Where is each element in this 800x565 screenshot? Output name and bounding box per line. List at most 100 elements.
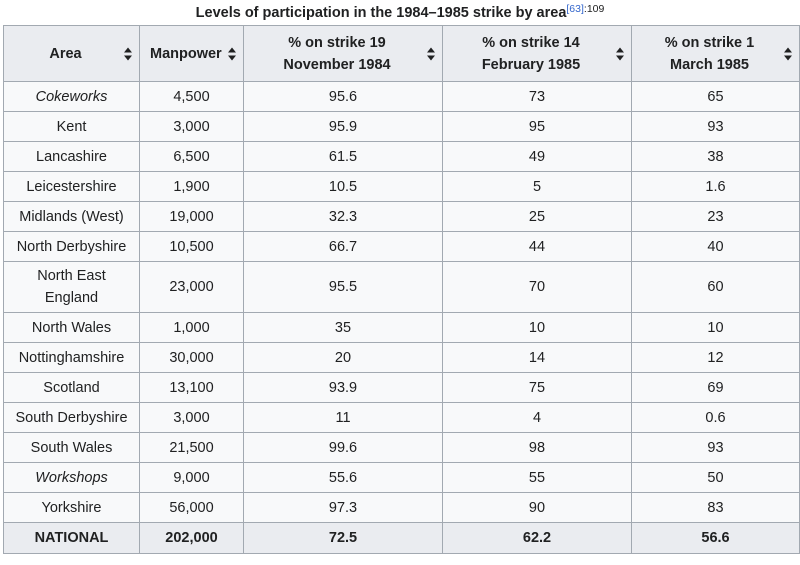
sort-up-down-icon[interactable] [616, 47, 624, 60]
citation-page: :109 [583, 3, 605, 15]
total-manpower-cell: 202,000 [139, 522, 244, 554]
nov84-cell: 97.3 [243, 492, 443, 523]
mar85-cell: 10 [631, 312, 800, 343]
area-cell: Cokeworks [3, 81, 140, 112]
area-cell: Leicestershire [3, 171, 140, 202]
mar85-cell: 23 [631, 201, 800, 232]
table-row: Cokeworks 4,500 95.6 73 65 [3, 81, 800, 112]
manpower-cell: 3,000 [139, 111, 244, 142]
mar85-cell: 93 [631, 432, 800, 463]
column-header[interactable]: Manpower [139, 25, 244, 82]
column-header-label: Manpower [150, 45, 222, 62]
table-row: Midlands (West) 19,000 32.3 25 23 [3, 201, 800, 232]
caption-reference: [63]:109 [566, 3, 604, 15]
nov84-cell: 95.9 [243, 111, 443, 142]
mar85-cell: 65 [631, 81, 800, 112]
area-cell: Yorkshire [3, 492, 140, 523]
column-header-label: % on strike 1 [664, 34, 755, 51]
manpower-cell: 23,000 [139, 261, 244, 313]
feb85-cell: 70 [442, 261, 632, 313]
column-header[interactable]: % on strike 19 November 1984 [243, 25, 443, 82]
total-mar85-cell: 56.6 [631, 522, 800, 554]
column-header[interactable]: Area [3, 25, 140, 82]
area-cell: Kent [3, 111, 140, 142]
citation-link[interactable]: [63] [566, 3, 584, 15]
mar85-cell: 50 [631, 462, 800, 493]
table-row: Yorkshire 56,000 97.3 90 83 [3, 492, 800, 523]
column-header-label: November 1984 [283, 56, 391, 73]
column-header[interactable]: % on strike 1 March 1985 [631, 25, 800, 82]
mar85-cell: 38 [631, 141, 800, 172]
mar85-cell: 83 [631, 492, 800, 523]
area-cell: North Wales [3, 312, 140, 343]
feb85-cell: 10 [442, 312, 632, 343]
manpower-cell: 6,500 [139, 141, 244, 172]
area-cell-line: North East [37, 268, 106, 284]
sort-up-down-icon[interactable] [124, 47, 132, 60]
area-cell: South Wales [3, 432, 140, 463]
feb85-cell: 49 [442, 141, 632, 172]
feb85-cell: 98 [442, 432, 632, 463]
manpower-cell: 30,000 [139, 342, 244, 373]
header-row: Area Manpower % on strike 19 November 1984%… [3, 25, 800, 82]
total-feb85-cell: 62.2 [442, 522, 632, 554]
manpower-cell: 4,500 [139, 81, 244, 112]
manpower-cell: 1,900 [139, 171, 244, 202]
feb85-cell: 14 [442, 342, 632, 373]
column-header-label: Area [49, 45, 82, 62]
total-area-cell: NATIONAL [3, 522, 140, 554]
table-row: South Derbyshire 3,000 11 4 0.6 [3, 402, 800, 433]
area-cell-line: England [44, 290, 99, 306]
mar85-cell: 12 [631, 342, 800, 373]
column-header[interactable]: % on strike 14 February 1985 [442, 25, 632, 82]
nov84-cell: 99.6 [243, 432, 443, 463]
nov84-cell: 95.5 [243, 261, 443, 313]
sort-up-down-icon[interactable] [228, 47, 236, 60]
nov84-cell: 95.6 [243, 81, 443, 112]
column-header-label: March 1985 [670, 56, 749, 73]
feb85-cell: 90 [442, 492, 632, 523]
nov84-cell: 10.5 [243, 171, 443, 202]
manpower-cell: 56,000 [139, 492, 244, 523]
nov84-cell: 35 [243, 312, 443, 343]
table-row: Lancashire 6,500 61.5 49 38 [3, 141, 800, 172]
mar85-cell: 40 [631, 231, 800, 262]
table-row: Nottinghamshire 30,000 20 14 12 [3, 342, 800, 373]
table-row: Workshops 9,000 55.6 55 50 [3, 462, 800, 493]
mar85-cell: 1.6 [631, 171, 800, 202]
nov84-cell: 32.3 [243, 201, 443, 232]
area-cell: South Derbyshire [3, 402, 140, 433]
nov84-cell: 61.5 [243, 141, 443, 172]
manpower-cell: 9,000 [139, 462, 244, 493]
feb85-cell: 75 [442, 372, 632, 403]
nov84-cell: 20 [243, 342, 443, 373]
area-cell: Nottinghamshire [3, 342, 140, 373]
caption-title: Levels of participation in the 1984–1985… [195, 5, 567, 21]
table-row: Scotland 13,100 93.9 75 69 [3, 372, 800, 403]
area-cell: Lancashire [3, 141, 140, 172]
area-cell: North East England [3, 261, 140, 313]
nov84-cell: 93.9 [243, 372, 443, 403]
table-caption: Levels of participation in the 1984–1985… [0, 0, 800, 26]
column-header-label: % on strike 14 [482, 34, 580, 51]
feb85-cell: 44 [442, 231, 632, 262]
column-header-label: % on strike 19 [288, 34, 386, 51]
table-row: North Wales 1,000 35 10 10 [3, 312, 800, 343]
mar85-cell: 93 [631, 111, 800, 142]
area-cell: North Derbyshire [3, 231, 140, 262]
manpower-cell: 10,500 [139, 231, 244, 262]
sort-up-down-icon[interactable] [427, 47, 435, 60]
mar85-cell: 60 [631, 261, 800, 313]
feb85-cell: 55 [442, 462, 632, 493]
column-header-label: February 1985 [481, 56, 581, 73]
total-row: NATIONAL 202,000 72.5 62.2 56.6 [3, 522, 800, 554]
total-nov84-cell: 72.5 [243, 522, 443, 554]
strike-participation-table: Area Manpower % on strike 19 November 1984%… [3, 25, 800, 554]
feb85-cell: 73 [442, 81, 632, 112]
sort-up-down-icon[interactable] [784, 47, 792, 60]
nov84-cell: 55.6 [243, 462, 443, 493]
nov84-cell: 11 [243, 402, 443, 433]
manpower-cell: 21,500 [139, 432, 244, 463]
table-row: South Wales 21,500 99.6 98 93 [3, 432, 800, 463]
table-row: North Derbyshire 10,500 66.7 44 40 [3, 231, 800, 262]
